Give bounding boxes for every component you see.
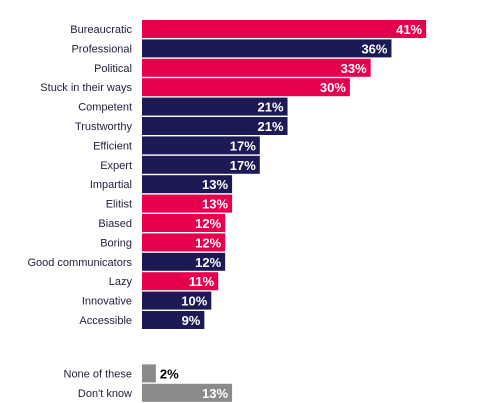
bars: [142, 20, 427, 402]
bar-efficient: [142, 136, 260, 155]
category-label-trustworthy: Trustworthy: [75, 121, 133, 133]
value-label-political: 33%: [341, 61, 367, 76]
bar-don-t-know: [142, 383, 233, 402]
bar-biased: [142, 214, 226, 232]
category-labels: Bureaucratic Professional Political Stuck i…: [27, 24, 132, 400]
bar-innovative: [142, 291, 212, 310]
value-label-none-of-these: 2%: [160, 366, 179, 381]
category-label-innovative: Innovative: [82, 296, 132, 308]
category-label-efficient: Efficient: [93, 140, 132, 152]
value-label-stuck-in-their-ways: 30%: [320, 80, 346, 95]
bar-trustworthy: [142, 117, 288, 135]
bar-expert: [142, 155, 260, 174]
bar-professional: [142, 39, 392, 58]
value-label-don-t-know: 13%: [202, 386, 228, 401]
value-label-boring: 12%: [195, 235, 221, 250]
category-label-political: Political: [94, 63, 132, 75]
value-labels: 41%36%33%30%21%21%17%17%13%13%12%12%12%1…: [160, 22, 423, 401]
category-label-bureaucratic: Bureaucratic: [70, 24, 132, 36]
category-label-good-communicators: Good communicators: [27, 257, 132, 269]
bar-bureaucratic: [142, 20, 427, 38]
value-label-expert: 17%: [230, 158, 256, 173]
category-label-don-t-know: Don't know: [78, 388, 132, 400]
category-label-biased: Biased: [98, 218, 132, 230]
category-label-boring: Boring: [100, 237, 132, 249]
category-label-none-of-these: None of these: [64, 368, 133, 380]
value-label-elitist: 13%: [202, 197, 228, 212]
category-label-elitist: Elitist: [106, 199, 132, 211]
value-label-innovative: 10%: [181, 294, 207, 309]
value-label-good-communicators: 12%: [195, 255, 221, 270]
bar-political: [142, 58, 371, 77]
value-label-biased: 12%: [195, 216, 221, 231]
bar-none-of-these: [142, 364, 156, 383]
bar-impartial: [142, 175, 233, 194]
category-label-accessible: Accessible: [79, 315, 132, 327]
value-label-professional: 36%: [361, 41, 387, 56]
category-label-expert: Expert: [100, 160, 132, 172]
category-label-professional: Professional: [71, 43, 132, 55]
value-label-bureaucratic: 41%: [396, 22, 422, 37]
value-label-efficient: 17%: [230, 138, 256, 153]
category-label-lazy: Lazy: [109, 276, 133, 288]
bar-boring: [142, 233, 226, 252]
bar-competent: [142, 97, 288, 116]
category-label-impartial: Impartial: [90, 179, 132, 191]
value-label-lazy: 11%: [189, 274, 215, 289]
category-label-competent: Competent: [78, 102, 132, 114]
bar-good-communicators: [142, 252, 226, 271]
bar-elitist: [142, 194, 233, 213]
value-label-trustworthy: 21%: [257, 119, 283, 134]
bar-accessible: [142, 311, 205, 329]
bar-lazy: [142, 272, 219, 291]
bar-stuck-in-their-ways: [142, 78, 350, 97]
value-label-competent: 21%: [257, 100, 283, 115]
category-label-stuck-in-their-ways: Stuck in their ways: [40, 82, 132, 94]
value-label-accessible: 9%: [182, 313, 201, 328]
value-label-impartial: 13%: [202, 177, 228, 192]
